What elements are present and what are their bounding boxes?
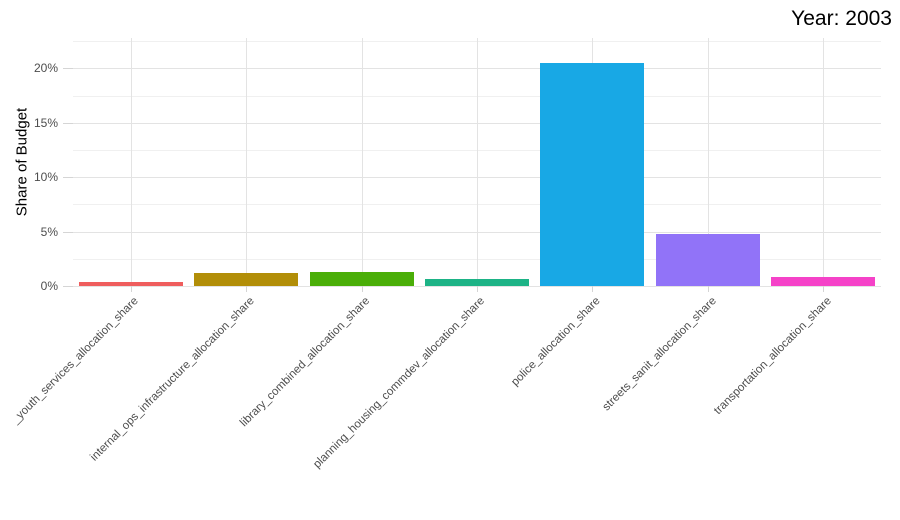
x-gridline-major xyxy=(477,38,478,286)
bar xyxy=(655,234,760,286)
x-axis-tick xyxy=(707,286,709,292)
bar xyxy=(425,279,529,286)
y-axis-tick xyxy=(63,231,73,233)
y-tick-label: 5% xyxy=(40,224,58,239)
y-axis-tick xyxy=(63,286,73,287)
x-gridline-major xyxy=(246,38,248,286)
y-tick-label: 15% xyxy=(33,115,58,130)
x-axis-tick xyxy=(592,286,594,292)
chart-title: Year: 2003 xyxy=(791,7,892,30)
y-tick-label: 10% xyxy=(33,170,58,185)
plot-panel: 0% 5% 10% 15% 20% _youth_services_allocation_… xyxy=(10,38,881,471)
x-axis-tick xyxy=(361,286,363,292)
x-gridline-major xyxy=(823,38,825,286)
x-axis-label: police_allocation_share xyxy=(509,295,603,389)
x-axis-tick xyxy=(130,286,132,292)
x-axis-tick xyxy=(477,286,478,292)
x-axis-label: streets_sanit_allocation_share xyxy=(600,295,719,414)
x-axis-label: _youth_services_allocation_share xyxy=(10,295,142,426)
x-axis-label: library_combined_allocation_share xyxy=(237,295,373,430)
y-axis-tick xyxy=(63,177,73,179)
x-gridline-major xyxy=(707,38,709,286)
y-tick-label: 0% xyxy=(40,279,58,293)
y-tick-label: 20% xyxy=(33,61,58,76)
y-axis-tick xyxy=(63,122,73,124)
y-axis-tick xyxy=(63,68,73,70)
bar xyxy=(78,281,183,286)
x-gridline-major xyxy=(361,38,363,286)
bar xyxy=(194,272,299,286)
x-axis-tick xyxy=(823,286,825,292)
x-axis-tick xyxy=(246,286,248,292)
bar xyxy=(309,271,414,286)
x-axis-label: transportation_allocation_share xyxy=(711,295,834,417)
bar xyxy=(771,276,876,286)
bar xyxy=(540,63,645,286)
x-gridline-major xyxy=(130,38,132,286)
